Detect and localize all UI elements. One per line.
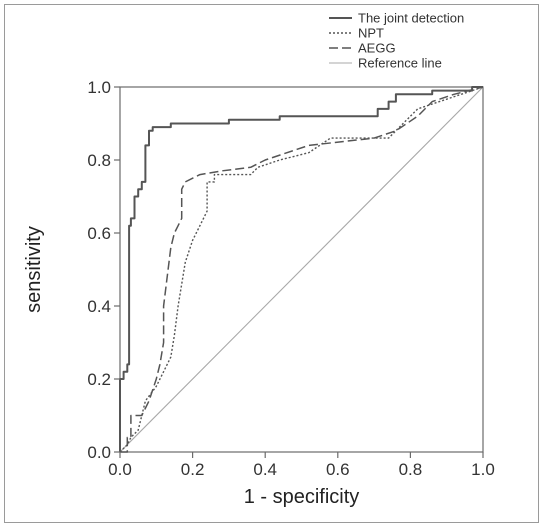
y-tick-label: 0.0: [87, 443, 111, 462]
series-line-reference-line: [119, 86, 484, 453]
series-line-the-joint-detection: [119, 86, 483, 452]
y-tick-label: 0.6: [87, 224, 111, 243]
y-tick-label: 0.2: [87, 370, 111, 389]
y-tick-label: 0.8: [87, 151, 111, 170]
legend-label: The joint detection: [358, 11, 464, 26]
legend-label: Reference line: [358, 56, 442, 71]
plot-area: [119, 86, 484, 453]
x-tick-label: 1.0: [471, 460, 495, 479]
x-tick-label: 0.0: [108, 460, 132, 479]
y-axis-label: sensitivity: [23, 226, 45, 313]
series-line-npt: [119, 86, 484, 453]
series-line-aegg: [120, 86, 484, 453]
x-tick-label: 0.4: [253, 460, 277, 479]
y-tick-label: 1.0: [87, 78, 111, 97]
series-layer: [119, 86, 484, 453]
x-axis-label: 1 - specificity: [244, 486, 360, 508]
x-tick-label: 0.2: [181, 460, 205, 479]
x-tick-label: 0.8: [399, 460, 423, 479]
figure-frame: [4, 4, 539, 523]
x-tick-label: 0.6: [326, 460, 350, 479]
axes-layer: 0.0 0.2 0.4 0.6 0.8 1.0 0.0 0.2 0.4 0.6 0.8 1.0: [87, 78, 494, 479]
legend-label: AEGG: [358, 41, 396, 56]
y-tick-label: 0.4: [87, 297, 111, 316]
legend-label: NPT: [358, 26, 384, 41]
